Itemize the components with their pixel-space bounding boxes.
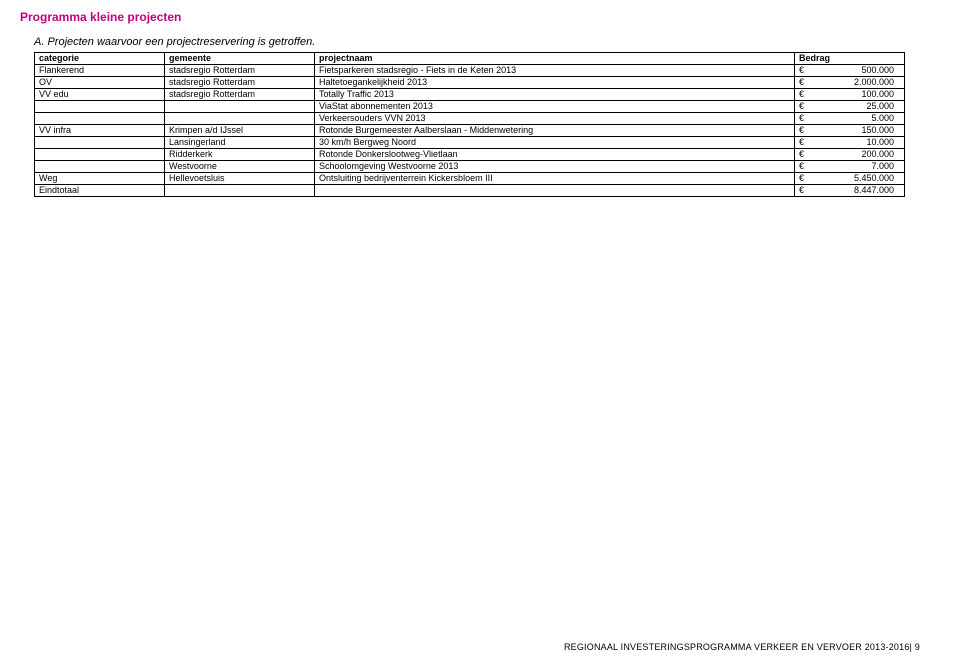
col-categorie: categorie	[35, 53, 165, 65]
cell-amount: 2.000.000	[815, 77, 905, 89]
cell-projectnaam: Rotonde Burgemeester Aalberslaan - Midde…	[315, 125, 795, 137]
cell-projectnaam	[315, 185, 795, 197]
cell-amount: 25.000	[815, 101, 905, 113]
col-projectnaam: projectnaam	[315, 53, 795, 65]
cell-categorie: OV	[35, 77, 165, 89]
cell-projectnaam: Rotonde Donkerslootweg-Vlietlaan	[315, 149, 795, 161]
cell-gemeente: stadsregio Rotterdam	[165, 89, 315, 101]
cell-amount: 200.000	[815, 149, 905, 161]
cell-amount: 8.447.000	[815, 185, 905, 197]
cell-currency: €	[795, 173, 815, 185]
page-footer: REGIONAAL INVESTERINGSPROGRAMMA VERKEER …	[564, 642, 920, 652]
cell-currency: €	[795, 149, 815, 161]
table-row: OVstadsregio RotterdamHaltetoegankelijkh…	[35, 77, 905, 89]
cell-currency: €	[795, 125, 815, 137]
table-row: Lansingerland30 km/h Bergweg Noord€10.00…	[35, 137, 905, 149]
col-gemeente: gemeente	[165, 53, 315, 65]
table-row: ViaStat abonnementen 2013€25.000	[35, 101, 905, 113]
cell-categorie	[35, 101, 165, 113]
cell-currency: €	[795, 113, 815, 125]
table-row: WegHellevoetsluisOntsluiting bedrijvente…	[35, 173, 905, 185]
table-row: VV edustadsregio RotterdamTotally Traffi…	[35, 89, 905, 101]
cell-currency: €	[795, 185, 815, 197]
cell-currency: €	[795, 65, 815, 77]
cell-gemeente: stadsregio Rotterdam	[165, 77, 315, 89]
cell-projectnaam: Totally Traffic 2013	[315, 89, 795, 101]
cell-gemeente: Hellevoetsluis	[165, 173, 315, 185]
cell-amount: 7.000	[815, 161, 905, 173]
cell-categorie: Flankerend	[35, 65, 165, 77]
cell-amount: 10.000	[815, 137, 905, 149]
cell-gemeente: Krimpen a/d IJssel	[165, 125, 315, 137]
cell-amount: 150.000	[815, 125, 905, 137]
cell-currency: €	[795, 77, 815, 89]
cell-gemeente	[165, 101, 315, 113]
cell-amount: 500.000	[815, 65, 905, 77]
col-bedrag: Bedrag	[795, 53, 905, 65]
cell-amount: 5.000	[815, 113, 905, 125]
projects-table: categorie gemeente projectnaam Bedrag Fl…	[34, 52, 905, 197]
cell-gemeente: Ridderkerk	[165, 149, 315, 161]
cell-projectnaam: Schoolomgeving Westvoorne 2013	[315, 161, 795, 173]
cell-gemeente	[165, 113, 315, 125]
cell-currency: €	[795, 89, 815, 101]
cell-currency: €	[795, 101, 815, 113]
cell-gemeente	[165, 185, 315, 197]
table-header-row: categorie gemeente projectnaam Bedrag	[35, 53, 905, 65]
table-row: VV infraKrimpen a/d IJsselRotonde Burgem…	[35, 125, 905, 137]
cell-currency: €	[795, 137, 815, 149]
table-row: WestvoorneSchoolomgeving Westvoorne 2013…	[35, 161, 905, 173]
cell-projectnaam: Fietsparkeren stadsregio - Fiets in de K…	[315, 65, 795, 77]
cell-gemeente: Westvoorne	[165, 161, 315, 173]
cell-categorie: Weg	[35, 173, 165, 185]
cell-categorie: Eindtotaal	[35, 185, 165, 197]
cell-gemeente: stadsregio Rotterdam	[165, 65, 315, 77]
cell-categorie	[35, 113, 165, 125]
cell-gemeente: Lansingerland	[165, 137, 315, 149]
table-row: Flankerendstadsregio RotterdamFietsparke…	[35, 65, 905, 77]
cell-currency: €	[795, 161, 815, 173]
cell-categorie	[35, 149, 165, 161]
cell-projectnaam: 30 km/h Bergweg Noord	[315, 137, 795, 149]
cell-projectnaam: Haltetoegankelijkheid 2013	[315, 77, 795, 89]
table-row: RidderkerkRotonde Donkerslootweg-Vlietla…	[35, 149, 905, 161]
cell-categorie	[35, 161, 165, 173]
cell-amount: 5.450.000	[815, 173, 905, 185]
page-title: Programma kleine projecten	[20, 10, 920, 24]
cell-categorie: VV infra	[35, 125, 165, 137]
cell-categorie	[35, 137, 165, 149]
cell-projectnaam: ViaStat abonnementen 2013	[315, 101, 795, 113]
cell-projectnaam: Verkeersouders VVN 2013	[315, 113, 795, 125]
section-subtitle: A. Projecten waarvoor een projectreserve…	[34, 36, 920, 48]
table-row: Eindtotaal €8.447.000	[35, 185, 905, 197]
table-row: Verkeersouders VVN 2013€5.000	[35, 113, 905, 125]
cell-amount: 100.000	[815, 89, 905, 101]
cell-categorie: VV edu	[35, 89, 165, 101]
cell-projectnaam: Ontsluiting bedrijventerrein Kickersbloe…	[315, 173, 795, 185]
